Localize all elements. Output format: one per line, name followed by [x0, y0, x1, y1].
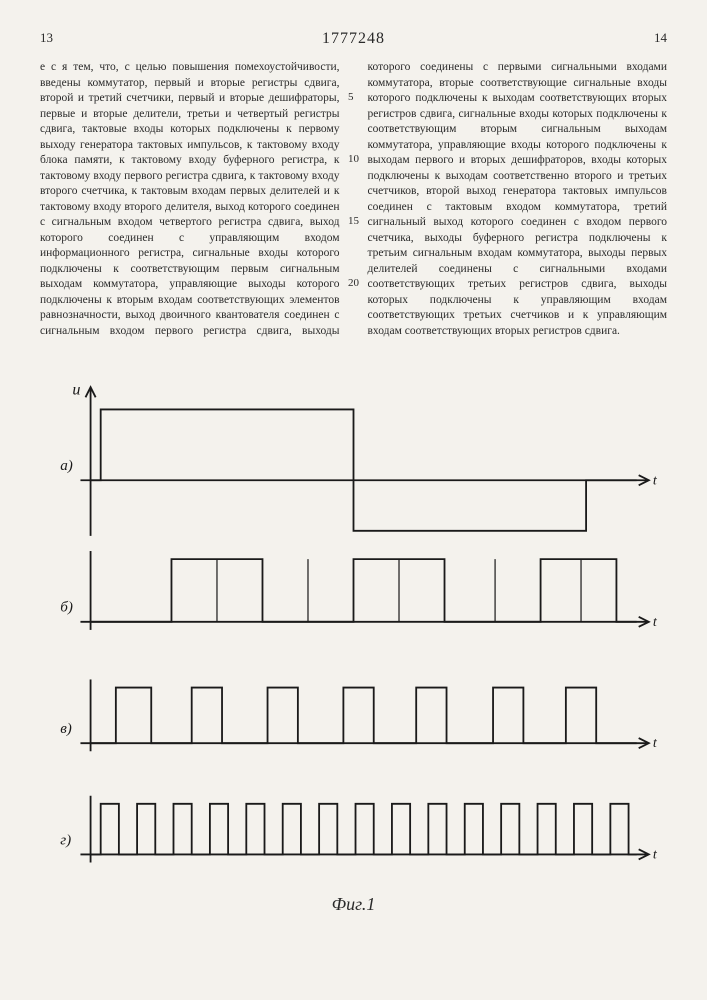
patent-number: 1777248 — [322, 30, 385, 48]
line-number: 15 — [348, 214, 359, 229]
svg-text:t: t — [653, 614, 658, 630]
svg-text:в): в) — [60, 720, 72, 737]
page-num-left: 13 — [40, 30, 53, 48]
figure-label: Фиг.1 — [40, 894, 667, 915]
svg-text:u: u — [72, 382, 80, 399]
line-number-gutter: 5 10 15 20 — [348, 60, 359, 290]
line-number: 10 — [348, 152, 359, 167]
page-num-right: 14 — [654, 30, 667, 48]
timing-diagram-figure: u t а) t б) t в) t г) — [40, 369, 667, 895]
svg-text:t: t — [653, 473, 658, 489]
svg-text:t: t — [653, 735, 658, 751]
svg-text:б): б) — [60, 599, 73, 616]
page-header: 13 1777248 14 — [40, 30, 667, 48]
line-number: 5 — [348, 90, 359, 105]
svg-text:а): а) — [60, 457, 73, 474]
body-text-columns: е с я тем, что, с целью повышения помехо… — [40, 60, 667, 339]
line-number: 20 — [348, 276, 359, 291]
svg-text:t: t — [653, 847, 658, 863]
svg-text:г): г) — [60, 832, 71, 849]
